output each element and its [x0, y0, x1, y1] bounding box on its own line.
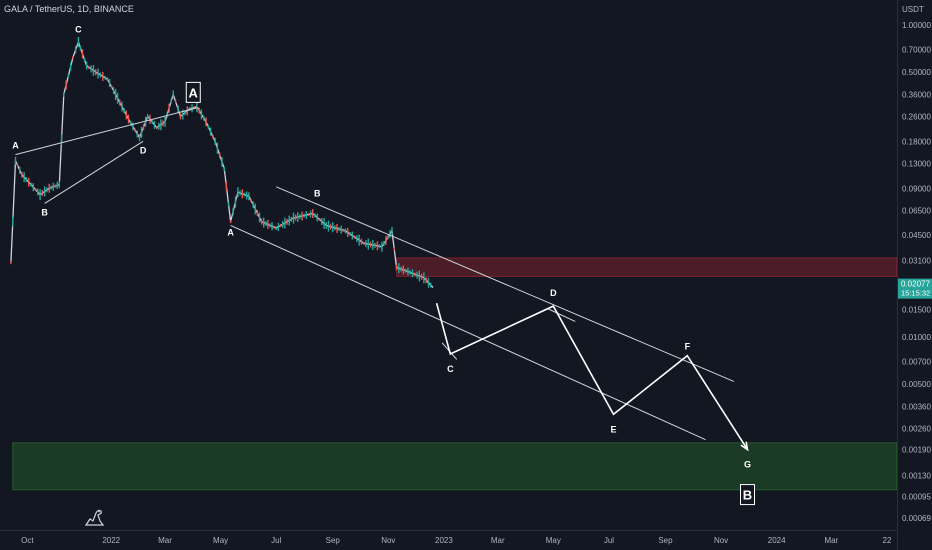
projection-arrowhead	[740, 441, 749, 452]
y-tick-label: 0.01000	[902, 333, 931, 342]
y-tick-label: 0.09000	[902, 184, 931, 193]
x-tick-label: Oct	[21, 536, 34, 545]
wave-label-left: D	[140, 145, 147, 155]
x-tick-label: Sep	[326, 536, 341, 545]
x-tick-label: Nov	[381, 536, 395, 545]
wave-label-left: B	[41, 207, 48, 217]
wave-label-right: D	[550, 288, 557, 298]
support-zone	[12, 442, 898, 491]
y-tick-label: 0.06500	[902, 206, 931, 215]
x-tick-label: 22	[883, 536, 892, 545]
big-wave-label: A	[189, 85, 199, 100]
y-tick-label: 0.50000	[902, 68, 931, 77]
trendline	[44, 140, 144, 204]
wave-labels-layer: ABCDEABCDEFGAB	[12, 25, 755, 506]
x-tick-label: Jul	[271, 536, 281, 545]
last-price-badge	[898, 278, 932, 299]
x-tick-label: Jul	[604, 536, 614, 545]
y-tick-label: 0.04500	[902, 231, 931, 240]
x-tick-label: 2024	[768, 536, 786, 545]
y-tick-label: 0.00700	[902, 357, 931, 366]
wave-label-left: A	[12, 141, 19, 151]
trendline	[15, 107, 198, 156]
price-axis: USDT 1.00000 0.70000 0.50000 0.36000 0.26000 0…	[902, 5, 931, 523]
y-tick-label: 0.00260	[902, 424, 931, 433]
trendline	[276, 186, 735, 382]
y-tick-label: 0.01500	[902, 306, 931, 315]
wave-label-right: A	[227, 227, 234, 237]
y-tick-label: 0.00190	[902, 446, 931, 455]
big-label-box	[185, 81, 201, 103]
trendline	[547, 308, 576, 322]
chart-title: GALA / TetherUS, 1D, BINANCE	[4, 4, 134, 14]
zones-layer	[12, 257, 898, 491]
wave-label-right: B	[314, 188, 321, 198]
last-price-value: 0.02077	[901, 280, 930, 289]
price-series-layer	[10, 37, 434, 288]
y-tick-label: 0.26000	[902, 112, 931, 121]
x-tick-label: Mar	[824, 536, 838, 545]
wave-label-right: C	[447, 364, 454, 374]
price-axis-divider	[897, 0, 898, 550]
y-tick-label: 0.36000	[902, 90, 931, 99]
countdown-value: 15:15:32	[901, 289, 930, 298]
projection-path	[435, 302, 749, 451]
x-tick-label: May	[546, 536, 561, 545]
y-tick-label: 0.70000	[902, 45, 931, 54]
y-tick-label: 0.18000	[902, 137, 931, 146]
y-tick-label: 0.13000	[902, 159, 931, 168]
x-tick-label: 2022	[102, 536, 120, 545]
y-tick-label: 0.00500	[902, 380, 931, 389]
y-tick-label: 1.00000	[902, 21, 931, 30]
x-tick-label: Sep	[658, 536, 673, 545]
y-tick-label: 0.00069	[902, 514, 931, 523]
x-tick-label: 2023	[435, 536, 453, 545]
x-tick-label: Mar	[491, 536, 505, 545]
wave-label-right: F	[685, 342, 691, 352]
wave-label-right: G	[744, 460, 751, 470]
resistance-zone	[396, 257, 898, 277]
time-axis: Oct 2022 Mar May Jul Sep Nov 2023 Mar May Jul Sep No…	[21, 536, 892, 545]
time-axis-divider	[0, 530, 897, 531]
y-tick-label: 0.03100	[902, 256, 931, 265]
y-tick-label: 0.00360	[902, 402, 931, 411]
y-tick-label: 0.00095	[902, 493, 931, 502]
x-tick-label: May	[213, 536, 228, 545]
x-tick-label: Nov	[714, 536, 728, 545]
big-label-box	[740, 484, 755, 506]
projection-layer	[435, 302, 749, 452]
tradingview-logo-icon	[84, 509, 105, 526]
wave-label-right: E	[610, 424, 616, 434]
currency-label: USDT	[902, 5, 924, 14]
big-wave-label: B	[743, 488, 752, 503]
y-tick-label: 0.00130	[902, 471, 931, 480]
x-tick-label: Mar	[158, 536, 172, 545]
wave-label-left: C	[75, 25, 82, 35]
